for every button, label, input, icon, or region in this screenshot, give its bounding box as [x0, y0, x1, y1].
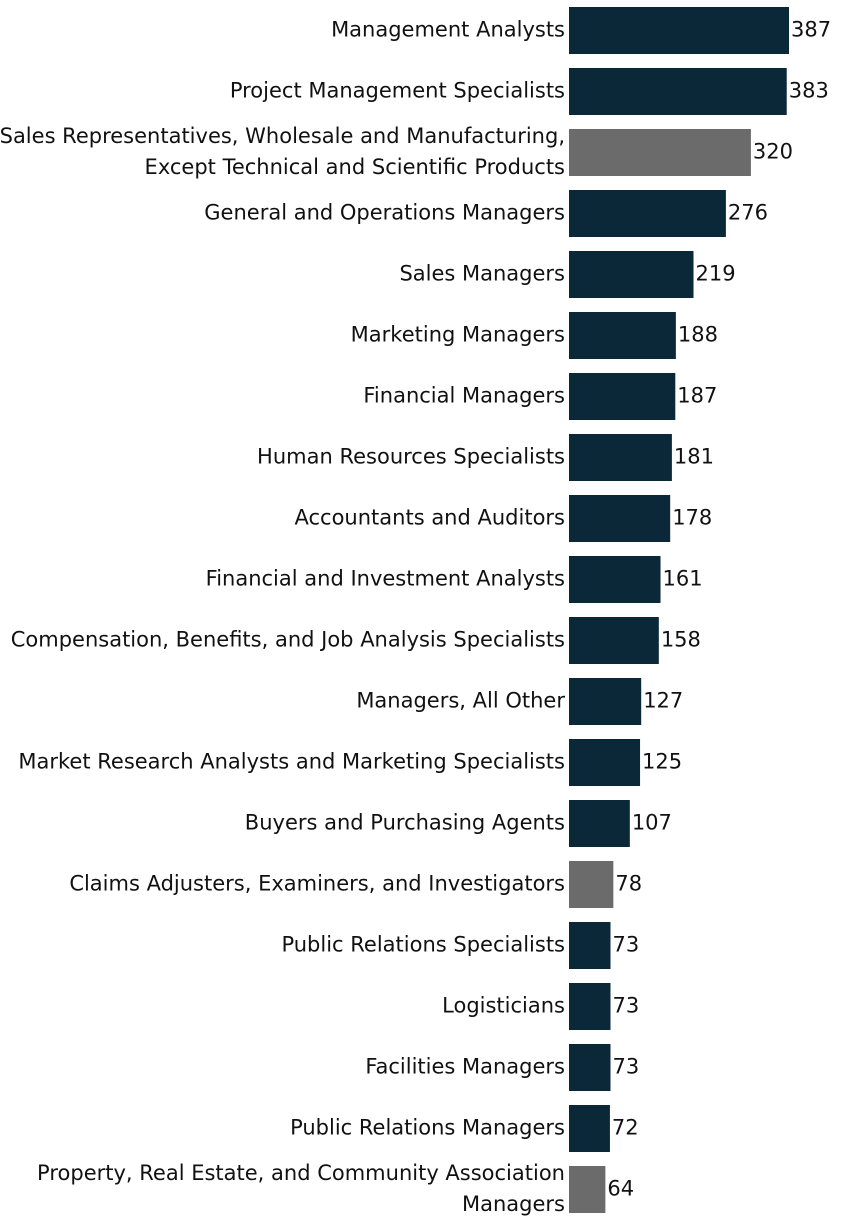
value-label-property-real-estate-and-community-association-managers: 64: [607, 1177, 634, 1201]
value-label-logisticians: 73: [612, 994, 639, 1018]
value-label-compensation-benefits-and-job-analysis-specialists: 158: [661, 628, 701, 652]
value-label-sales-representatives-wholesale-and-manufacturing-except-technical-and-scientific-products: 320: [753, 140, 793, 164]
bar-sales-managers: [569, 251, 694, 298]
category-label-general-and-operations-managers: General and Operations Managers: [204, 201, 565, 225]
category-label-facilities-managers: Facilities Managers: [365, 1055, 565, 1079]
value-label-sales-managers: 219: [695, 262, 735, 286]
value-label-claims-adjusters-examiners-and-investigators: 78: [615, 872, 642, 896]
value-label-general-and-operations-managers: 276: [728, 201, 768, 225]
category-label-public-relations-specialists: Public Relations Specialists: [281, 933, 565, 957]
bar-compensation-benefits-and-job-analysis-specialists: [569, 617, 659, 664]
category-label-property-real-estate-and-community-association-managers: Property, Real Estate, and Community Ass…: [37, 1161, 565, 1216]
bar-sales-representatives-wholesale-and-manufacturing-except-technical-and-scientific-products: [569, 129, 751, 176]
value-label-buyers-and-purchasing-agents: 107: [632, 811, 672, 835]
bar-buyers-and-purchasing-agents: [569, 800, 630, 847]
category-label-logisticians: Logisticians: [442, 994, 565, 1018]
bar-market-research-analysts-and-marketing-specialists: [569, 739, 641, 786]
category-label-financial-managers: Financial Managers: [363, 384, 565, 408]
category-label-market-research-analysts-and-marketing-specialists: Market Research Analysts and Marketing S…: [18, 750, 565, 774]
category-label-claims-adjusters-examiners-and-investigators: Claims Adjusters, Examiners, and Investi…: [69, 872, 565, 896]
category-label-marketing-managers: Marketing Managers: [351, 323, 565, 347]
bar-claims-adjusters-examiners-and-investigators: [569, 861, 614, 908]
value-label-accountants-and-auditors: 178: [672, 506, 712, 530]
bar-financial-managers: [569, 373, 676, 420]
category-label-accountants-and-auditors: Accountants and Auditors: [295, 506, 566, 530]
category-label-project-management-specialists: Project Management Specialists: [230, 79, 565, 103]
value-label-human-resources-specialists: 181: [674, 445, 714, 469]
bar-facilities-managers: [569, 1044, 611, 1091]
bar-marketing-managers: [569, 312, 676, 359]
bar-financial-and-investment-analysts: [569, 556, 661, 603]
bar-management-analysts: [569, 7, 789, 54]
value-label-management-analysts: 387: [791, 18, 831, 42]
bar-logisticians: [569, 983, 611, 1030]
category-label-public-relations-managers: Public Relations Managers: [290, 1116, 565, 1140]
bar-public-relations-specialists: [569, 922, 611, 969]
category-label-compensation-benefits-and-job-analysis-specialists: Compensation, Benefits, and Job Analysis…: [11, 628, 565, 652]
category-label-sales-managers: Sales Managers: [399, 262, 565, 286]
bar-property-real-estate-and-community-association-managers: [569, 1166, 606, 1213]
value-label-market-research-analysts-and-marketing-specialists: 125: [642, 750, 682, 774]
value-label-public-relations-managers: 72: [612, 1116, 639, 1140]
category-label-financial-and-investment-analysts: Financial and Investment Analysts: [206, 567, 565, 591]
value-label-financial-managers: 187: [677, 384, 717, 408]
category-label-buyers-and-purchasing-agents: Buyers and Purchasing Agents: [245, 811, 565, 835]
value-label-facilities-managers: 73: [612, 1055, 639, 1079]
bar-general-and-operations-managers: [569, 190, 726, 237]
value-label-public-relations-specialists: 73: [612, 933, 639, 957]
category-label-sales-representatives-wholesale-and-manufacturing-except-technical-and-scientific-products: Sales Representatives, Wholesale and Man…: [0, 124, 565, 179]
value-label-project-management-specialists: 383: [789, 79, 829, 103]
bar-public-relations-managers: [569, 1105, 610, 1152]
value-label-managers-all-other: 127: [643, 689, 683, 713]
value-label-financial-and-investment-analysts: 161: [663, 567, 703, 591]
bar-accountants-and-auditors: [569, 495, 671, 542]
category-label-management-analysts: Management Analysts: [331, 18, 565, 42]
bar-managers-all-other: [569, 678, 642, 725]
category-label-human-resources-specialists: Human Resources Specialists: [257, 445, 565, 469]
category-label-managers-all-other: Managers, All Other: [356, 689, 565, 713]
bar-project-management-specialists: [569, 68, 787, 115]
bar-human-resources-specialists: [569, 434, 672, 481]
value-label-marketing-managers: 188: [678, 323, 718, 347]
